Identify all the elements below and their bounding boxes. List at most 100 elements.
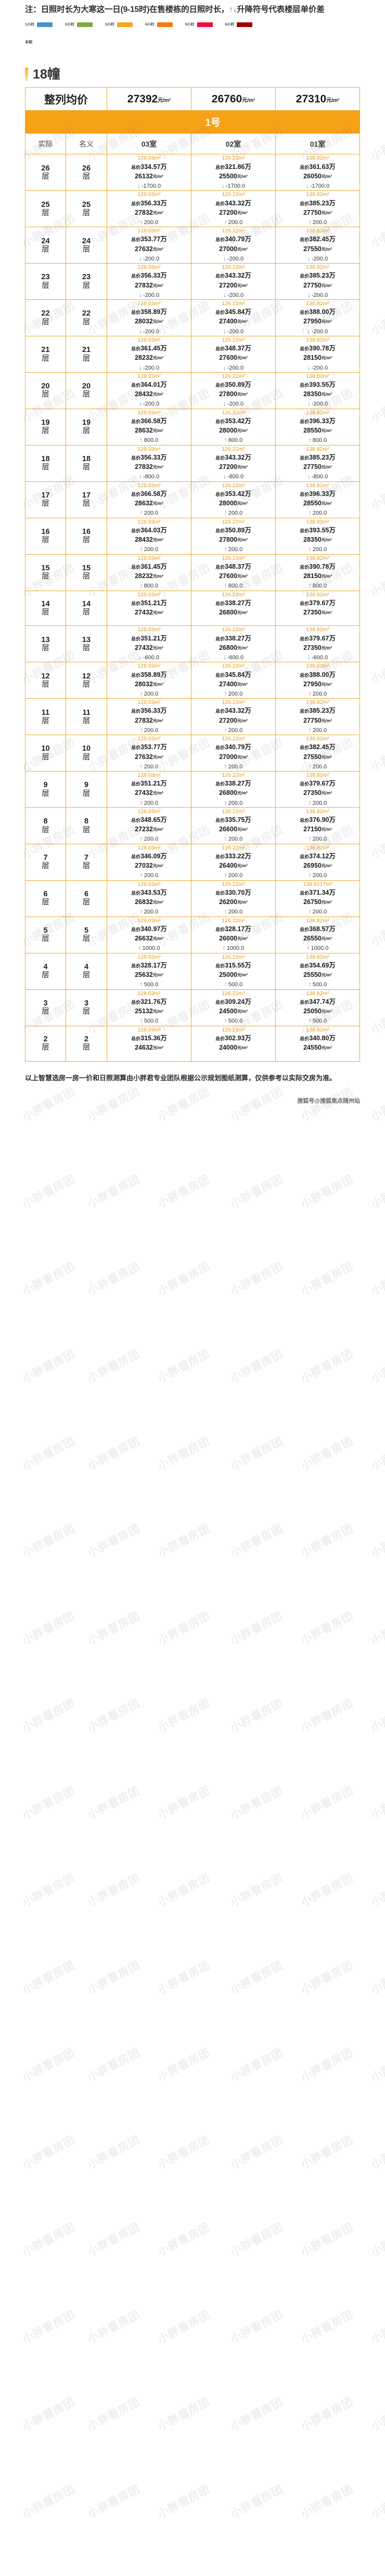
price-cell-03室[interactable]: 128.03m² 总价353.77万 27632元/m² ↑ 200.0 bbox=[107, 735, 191, 772]
price-cell-02室[interactable]: 126.22m² 总价343.32万 27200元/m² ↑ 200.0 bbox=[191, 698, 276, 736]
price-cell-01室[interactable]: 138.82m² 总价388.00万 27950元/m² ↓ -200.0 bbox=[275, 299, 360, 337]
price-cell-02室[interactable]: 126.22m² 总价302.93万 24000元/m² bbox=[191, 1025, 276, 1062]
cell-delta: ↓ -800.0 bbox=[223, 473, 244, 480]
watermark: 小胖看房团 bbox=[228, 2046, 285, 2084]
price-cell-01室[interactable]: 138.82m² 总价361.63万 26050元/m² ↓ -1700.0 bbox=[275, 154, 360, 191]
price-cell-01室[interactable]: 138.82m² 总价385.23万 27750元/m² ↓ -200.0 bbox=[275, 263, 360, 300]
price-cell-02室[interactable]: 126.22m² 总价321.86万 25500元/m² ↓ -1700.0 bbox=[191, 154, 276, 191]
price-cell-01室[interactable]: 138.82m² 总价382.45万 27550元/m² ↑ 200.0 bbox=[275, 735, 360, 772]
cell-delta: ↓ -800.0 bbox=[307, 473, 328, 480]
price-cell-01室[interactable]: 138.82m² 总价379.67万 27350元/m² ↓ -600.0 bbox=[275, 625, 360, 663]
price-cell-01室[interactable]: 138.82m² 总价385.23万 27750元/m² ↑ 200.0 bbox=[275, 190, 360, 228]
total-price-prefix: 总价 bbox=[131, 419, 141, 425]
price-cell-01室[interactable]: 138.82m² 总价393.55万 28350元/m² ↑ 200.0 bbox=[275, 517, 360, 555]
price-cell-02室[interactable]: 126.22m² 总价353.42万 28000元/m² ↑ 800.0 bbox=[191, 408, 276, 446]
cell-area: 126.22m² bbox=[222, 373, 245, 380]
watermark: 小胖看房团 bbox=[228, 2396, 285, 2434]
price-cell-01室[interactable]: 138.82m² 总价347.74万 25050元/m² ↑ 500.0 bbox=[275, 989, 360, 1026]
price-cell-02室[interactable]: 126.22m² 总价345.84万 27400元/m² ↑ 200.0 bbox=[191, 662, 276, 699]
watermark: 小胖看房团 bbox=[156, 1959, 212, 1997]
watermark: 小胖看房团 bbox=[85, 2221, 142, 2259]
price-cell-02室[interactable]: 126.22m² 总价338.27万 26800元/m² ↑ 200.0 bbox=[191, 771, 276, 808]
floor-actual: 20 层 bbox=[25, 372, 66, 409]
price-cell-01室[interactable]: 138.82m² 总价368.57万 26550元/m² ↑ 1000.0 bbox=[275, 916, 360, 953]
price-cell-03室[interactable]: 128.03m² 总价340.97万 26632元/m² ↑ 1000.0 bbox=[107, 916, 191, 953]
price-cell-03室[interactable]: 128.03m² 总价364.03万 28432元/m² ↑ 200.0 bbox=[107, 517, 191, 555]
price-cell-03室[interactable]: 128.03m² 总价356.33万 27832元/m² ↑ 200.0 bbox=[107, 698, 191, 736]
price-cell-03室[interactable]: 128.03m² 总价356.33万 27832元/m² ↓ -200.0 bbox=[107, 263, 191, 300]
price-cell-02室[interactable]: 126.22m² 总价350.89万 27800元/m² ↓ -200.0 bbox=[191, 372, 276, 409]
price-cell-01室[interactable]: 138.82m² 总价354.69万 25550元/m² ↑ 500.0 bbox=[275, 952, 360, 990]
price-cell-02室[interactable]: 126.22m² 总价353.42万 28000元/m² ↑ 200.0 bbox=[191, 481, 276, 518]
price-cell-02室[interactable]: 126.22m² 总价343.32万 27200元/m² ↓ -200.0 bbox=[191, 263, 276, 300]
arrow-down-icon: ↓ bbox=[138, 254, 142, 262]
cell-total-price: 总价347.74万 bbox=[300, 998, 336, 1005]
price-cell-01室[interactable]: 138.82m² 总价376.90万 27150元/m² ↑ 200.0 bbox=[275, 807, 360, 844]
total-price-prefix: 总价 bbox=[131, 310, 141, 316]
price-unit-label: 元/m² bbox=[321, 428, 332, 434]
price-cell-03室[interactable]: 128.03m² 总价353.77万 27632元/m² ↓ -200.0 bbox=[107, 227, 191, 264]
price-cell-01室[interactable]: 138.82m² 总价379.67万 27350元/m² bbox=[275, 590, 360, 626]
price-cell-03室[interactable]: 128.03m² 总价328.17万 25632元/m² ↑ 500.0 bbox=[107, 952, 191, 990]
price-cell-01室[interactable]: 138.82m² 总价385.23万 27750元/m² ↓ -800.0 bbox=[275, 444, 360, 482]
price-cell-03室[interactable]: 128.03m² 总价361.45万 28232元/m² ↓ -200.0 bbox=[107, 336, 191, 373]
price-cell-03室[interactable]: 128.03m² 总价356.33万 27832元/m² ↓ -800.0 bbox=[107, 444, 191, 482]
price-cell-02室[interactable]: 126.22m² 总价345.84万 27400元/m² ↓ -200.0 bbox=[191, 299, 276, 337]
cell-delta: ↑ 1000.0 bbox=[306, 944, 329, 952]
price-cell-02室[interactable]: 126.22m² 总价350.89万 27800元/m² ↑ 200.0 bbox=[191, 517, 276, 555]
price-cell-02室[interactable]: 126.22m² 总价348.37万 27600元/m² ↑ 800.0 bbox=[191, 554, 276, 591]
price-cell-02室[interactable]: 126.22m² 总价330.70万 26200元/m² ↑ 200.0 bbox=[191, 880, 276, 917]
price-cell-02室[interactable]: 126.22m² 总价348.37万 27600元/m² ↓ -200.0 bbox=[191, 336, 276, 373]
price-cell-02室[interactable]: 126.22m² 总价343.32万 27200元/m² ↑ 200.0 bbox=[191, 190, 276, 228]
price-cell-01室[interactable]: 138.82m² 总价396.33万 28550元/m² ↑ 200.0 bbox=[275, 481, 360, 518]
price-cell-03室[interactable]: 128.03m² 总价351.21万 27432元/m² ↑ 200.0 bbox=[107, 771, 191, 808]
price-cell-03室[interactable]: 128.03m² 总价351.21万 27432元/m² bbox=[107, 590, 191, 626]
price-cell-02室[interactable]: 126.22m² 总价328.17万 26000元/m² ↑ 1000.0 bbox=[191, 916, 276, 953]
floor-nominal-number: 22 bbox=[82, 309, 91, 318]
price-cell-02室[interactable]: 126.22m² 总价340.79万 27000元/m² ↑ 200.0 bbox=[191, 735, 276, 772]
price-cell-03室[interactable]: 128.03m² 总价321.76万 25132元/m² ↑ 500.0 bbox=[107, 989, 191, 1026]
price-cell-01室[interactable]: 138.82m² 总价388.00万 27950元/m² ↑ 200.0 bbox=[275, 662, 360, 699]
floor-suffix: 层 bbox=[82, 1008, 91, 1016]
price-cell-03室[interactable]: 128.03m² 总价348.65万 27232元/m² ↑ 200.0 bbox=[107, 807, 191, 844]
price-cell-03室[interactable]: 128.03m² 总价358.89万 28032元/m² ↑ 200.0 bbox=[107, 662, 191, 699]
price-cell-02室[interactable]: 126.22m² 总价340.79万 27000元/m² ↓ -200.0 bbox=[191, 227, 276, 264]
price-cell-02室[interactable]: 126.22m² 总价315.55万 25000元/m² ↑ 500.0 bbox=[191, 952, 276, 990]
cell-delta: ↓ -200.0 bbox=[223, 327, 244, 335]
cell-delta: ↑ 200.0 bbox=[139, 545, 159, 553]
price-cell-02室[interactable]: 126.22m² 总价335.75万 26600元/m² ↑ 200.0 bbox=[191, 807, 276, 844]
price-cell-03室[interactable]: 128.03m² 总价366.58万 28632元/m² ↑ 200.0 bbox=[107, 481, 191, 518]
price-cell-02室[interactable]: 126.22m² 总价338.27万 26800元/m² ↓ -600.0 bbox=[191, 625, 276, 663]
cell-total-price: 总价353.77万 bbox=[131, 236, 167, 243]
price-cell-01室[interactable]: 138.82m² 总价393.55万 28350元/m² ↓ -200.0 bbox=[275, 372, 360, 409]
table-row: 14 层 14 层 128.03m² 总价351.21万 27432元/m² 126.22m… bbox=[25, 590, 360, 626]
price-cell-02室[interactable]: 126.22m² 总价309.24万 24500元/m² ↑ 500.0 bbox=[191, 989, 276, 1026]
price-cell-03室[interactable]: 128.03m² 总价358.89万 28032元/m² ↓ -200.0 bbox=[107, 299, 191, 337]
price-cell-03室[interactable]: 128.03m² 总价351.21万 27432元/m² ↓ -600.0 bbox=[107, 625, 191, 663]
price-cell-02室[interactable]: 126.22m² 总价343.32万 27200元/m² ↓ -800.0 bbox=[191, 444, 276, 482]
watermark: 小胖看房团 bbox=[369, 736, 385, 774]
price-cell-01室[interactable]: 138.82m² 总价385.23万 27750元/m² ↑ 200.0 bbox=[275, 698, 360, 736]
price-cell-01室[interactable]: 138.82m² 总价396.33万 28550元/m² ↑ 800.0 bbox=[275, 408, 360, 446]
price-cell-01室[interactable]: 138.82m² 总价390.78万 28150元/m² ↑ 800.0 bbox=[275, 554, 360, 591]
floor-suffix: 层 bbox=[42, 971, 49, 980]
price-cell-02室[interactable]: 126.22m² 总价338.27万 26800元/m² bbox=[191, 590, 276, 626]
price-cell-01室[interactable]: 138.8217m² 总价371.34万 26750元/m² ↑ 200.0 bbox=[275, 880, 360, 917]
price-cell-01室[interactable]: 138.82m² 总价390.78万 28150元/m² ↓ -200.0 bbox=[275, 336, 360, 373]
price-cell-03室[interactable]: 128.03m² 总价364.01万 28432元/m² ↓ -200.0 bbox=[107, 372, 191, 409]
watermark: 小胖看房团 bbox=[85, 2483, 142, 2521]
price-cell-03室[interactable]: 128.03m² 总价315.36万 24632元/m² bbox=[107, 1025, 191, 1062]
price-cell-03室[interactable]: 128.03m² 总价343.53万 26832元/m² ↑ 200.0 bbox=[107, 880, 191, 917]
cell-area: 138.82m² bbox=[306, 736, 329, 742]
price-cell-03室[interactable]: 128.03m² 总价361.45万 28232元/m² ↑ 800.0 bbox=[107, 554, 191, 591]
total-price-prefix: 总价 bbox=[215, 455, 225, 461]
price-cell-01室[interactable]: 138.82m² 总价374.12万 26950元/m² ↑ 200.0 bbox=[275, 843, 360, 881]
price-cell-01室[interactable]: 138.82m² 总价340.80万 24550元/m² bbox=[275, 1025, 360, 1062]
price-cell-01室[interactable]: 138.82m² 总价382.45万 27550元/m² ↓ -200.0 bbox=[275, 227, 360, 264]
price-cell-03室[interactable]: 128.03m² 总价346.09万 27032元/m² ↑ 200.0 bbox=[107, 843, 191, 881]
price-cell-03室[interactable]: 128.03m² 总价366.58万 28632元/m² ↑ 800.0 bbox=[107, 408, 191, 446]
price-cell-01室[interactable]: 138.82m² 总价379.67万 27350元/m² ↑ 200.0 bbox=[275, 771, 360, 808]
price-cell-03室[interactable]: 128.03m² 总价356.33万 27832元/m² ↑ 200.0 bbox=[107, 190, 191, 228]
price-cell-02室[interactable]: 126.22m² 总价333.22万 26400元/m² ↑ 200.0 bbox=[191, 843, 276, 881]
price-cell-03室[interactable]: 128.03m² 总价334.57万 26132元/m² ↓ -1700.0 bbox=[107, 154, 191, 191]
